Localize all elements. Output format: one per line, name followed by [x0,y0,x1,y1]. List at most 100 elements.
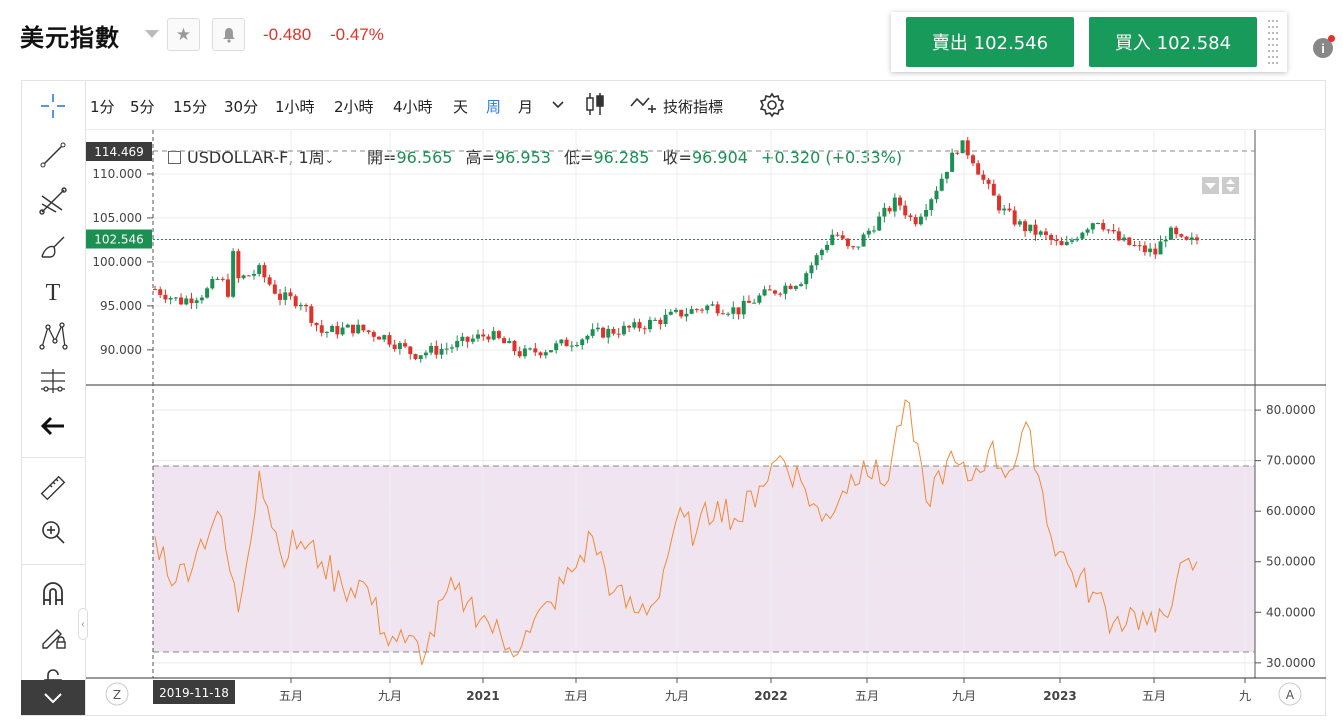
gear-icon[interactable] [759,92,785,118]
candle-body [496,331,501,339]
tf-day[interactable]: 天 [453,98,469,116]
crosshair-icon[interactable] [35,88,71,124]
pane-updown-button[interactable] [1222,177,1239,194]
candle-body [637,322,642,329]
candle-body [179,297,184,305]
drag-handle-icon[interactable] [1266,18,1280,66]
legend-symbol[interactable]: USDOLLAR-F, 1周 [187,148,325,167]
star-icon[interactable]: ★ [167,18,200,51]
candle-body [924,209,929,217]
chevron-down-icon[interactable] [551,99,565,111]
buy-button[interactable]: 買入 102.584 [1089,17,1257,67]
candle-body [465,336,470,342]
x-tick-label: 五月 [855,689,879,703]
tf-4h[interactable]: 4小時 [393,98,433,116]
candle-body [476,334,481,339]
candle-body [627,325,632,328]
tf-30m[interactable]: 30分 [224,98,259,116]
candle-body [720,313,725,315]
pattern-icon[interactable] [35,318,71,354]
page-title: 美元指數 [20,24,120,52]
candle-body [575,345,580,347]
lock-drawing-icon[interactable] [35,618,71,654]
candle-body [1038,231,1043,235]
x-tick-label: 九 [1239,689,1251,703]
fib-tool-icon[interactable] [35,183,71,219]
candle-body [1096,223,1101,225]
candle-body [726,313,731,315]
candle-body [585,335,590,340]
sell-button[interactable]: 賣出 102.546 [906,17,1074,67]
rsi-band [153,466,1255,652]
candle-body [278,293,283,300]
tf-1h[interactable]: 1小時 [275,98,315,116]
candle-body [825,244,830,251]
candle-body [236,251,241,279]
candle-body [887,207,892,212]
candle-body [642,328,647,330]
candle-body [710,304,715,306]
zoom-in-icon[interactable] [35,514,71,550]
tf-5m[interactable]: 5分 [130,98,155,116]
candle-body [929,199,934,210]
candle-body [752,302,757,304]
tf-1m[interactable]: 1分 [90,98,115,116]
auto-scale-button[interactable] [1278,682,1302,706]
brush-icon[interactable] [35,228,71,264]
indicators-icon[interactable] [629,92,657,116]
candle-body [330,325,335,332]
arrow-left-icon[interactable] [35,408,71,444]
y-tick-label: 90.000 [100,343,142,357]
candle-body [1168,227,1173,240]
candle-body [1049,234,1054,241]
x-tick-label: 九月 [378,689,402,703]
candle-body [1142,245,1147,253]
chevron-up-icon [1226,179,1235,184]
x-tick-label: 2023 [1043,689,1076,703]
bell-icon[interactable] [212,18,245,51]
x-tick-label: 五月 [1142,689,1166,703]
candle-body [1007,208,1012,211]
tf-week[interactable]: 周 [486,98,502,116]
candle-body [1189,237,1194,240]
toolbar-collapse-button[interactable] [21,680,85,715]
text-tool-icon[interactable]: T [35,273,71,309]
ruler-icon[interactable] [35,470,71,506]
candle-body [153,289,157,291]
time-ticks: 五月 九月 2021 五月 九月 2022 五月 九月 2023 五月 九 [279,678,1251,703]
chevron-down-icon [1226,187,1235,192]
candle-body [403,343,408,347]
candle-body [1059,241,1064,246]
candle-body [835,234,840,236]
candle-body [293,296,298,307]
candlestick-icon[interactable] [584,91,606,117]
candle-body [950,152,955,172]
y-tick-label: 110.000 [92,167,142,181]
magnet-icon[interactable] [35,576,71,612]
indicators-button[interactable]: 技術指標 [663,98,724,116]
info-icon[interactable]: i [1313,38,1333,58]
measure-icon[interactable] [35,363,71,399]
candle-body [397,343,402,349]
chevron-down-icon[interactable]: ⌄ [324,153,334,166]
tf-2h[interactable]: 2小時 [334,98,374,116]
candle-body [517,351,522,357]
zoom-reset-button[interactable] [105,682,129,706]
candle-body [845,238,850,247]
candle-body [689,309,694,314]
candle-body [210,279,215,289]
candle-body [997,195,1002,211]
candle-body [377,336,382,340]
y-tick-label: 95.000 [100,299,142,313]
candle-body [387,335,392,345]
candle-body [684,313,689,317]
trend-line-icon[interactable] [35,137,71,173]
tf-month[interactable]: 月 [518,98,534,116]
tf-15m[interactable]: 15分 [173,98,208,116]
title-dropdown-icon[interactable] [145,30,159,38]
sidebar-toggle-handle[interactable]: ‹ [78,608,88,640]
candle-body [507,340,512,344]
y-tick-label: 70.0000 [1266,454,1316,468]
